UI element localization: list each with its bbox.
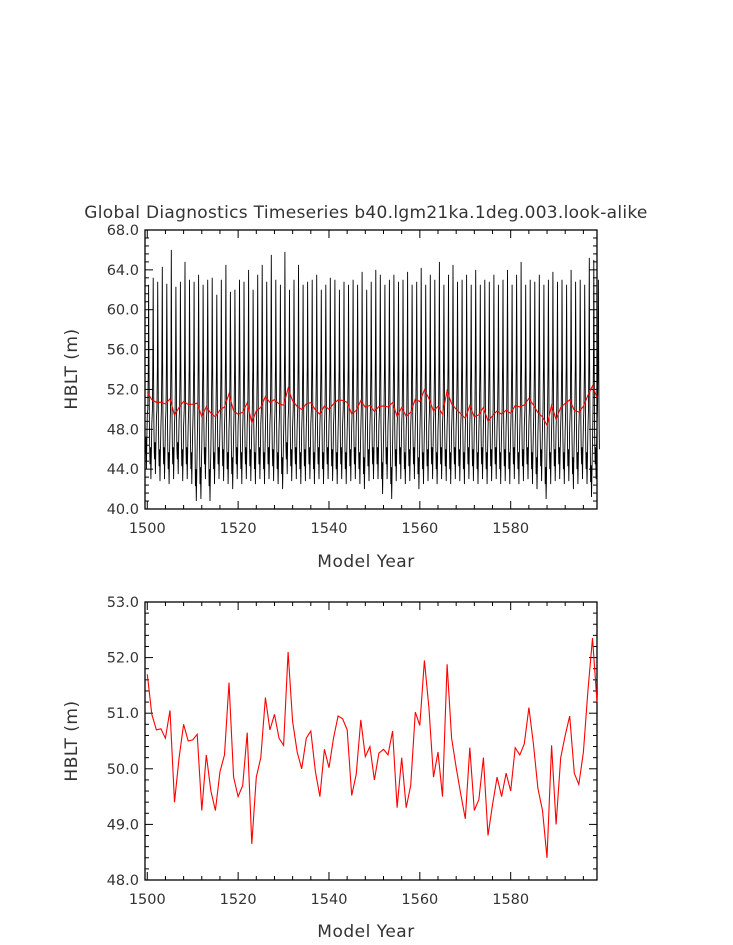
- y-tick-label: 52.0: [107, 382, 139, 398]
- x-tick-label: 1580: [492, 892, 529, 908]
- y-tick-label: 60.0: [107, 303, 139, 319]
- y-tick-label: 68.0: [107, 223, 139, 239]
- y-tick-label: 53.0: [107, 595, 139, 611]
- series-line-monthly: [145, 249, 600, 502]
- x-axis-label: Model Year: [317, 552, 414, 572]
- y-tick-label: 51.0: [107, 706, 139, 722]
- series-line-annual: [146, 638, 598, 858]
- y-axis-label: HBLT (m): [62, 328, 82, 409]
- y-tick-label: 40.0: [107, 502, 139, 518]
- y-tick-label: 52.0: [107, 651, 139, 667]
- y-tick-label: 56.0: [107, 343, 139, 359]
- x-tick-label: 1580: [492, 521, 529, 537]
- y-tick-label: 64.0: [107, 263, 139, 279]
- x-tick-label: 1500: [129, 892, 166, 908]
- x-axis-label: Model Year: [317, 922, 414, 942]
- x-tick-label: 1540: [311, 892, 348, 908]
- top-panel: Global Diagnostics Timeseries b40.lgm21k…: [62, 203, 647, 572]
- y-tick-label: 44.0: [107, 462, 139, 478]
- bottom-panel: Model Year HBLT (m) 1500 1520 1540 1560 1580…: [62, 595, 598, 942]
- y-tick-label: 49.0: [107, 817, 139, 833]
- series-line-annual: [146, 384, 598, 427]
- x-tick-label: 1500: [129, 521, 166, 537]
- plot-frame: [144, 601, 598, 881]
- y-tick-label: 48.0: [107, 873, 139, 889]
- x-tick-label: 1540: [311, 521, 348, 537]
- y-axis-label: HBLT (m): [62, 700, 82, 781]
- x-tick-label: 1520: [220, 892, 257, 908]
- plot-frame: [144, 229, 598, 510]
- y-tick-label: 50.0: [107, 762, 139, 778]
- y-tick-label: 48.0: [107, 422, 139, 438]
- x-tick-label: 1560: [401, 892, 438, 908]
- chart-title: Global Diagnostics Timeseries b40.lgm21k…: [84, 203, 647, 223]
- x-tick-label: 1520: [220, 521, 257, 537]
- x-tick-label: 1560: [401, 521, 438, 537]
